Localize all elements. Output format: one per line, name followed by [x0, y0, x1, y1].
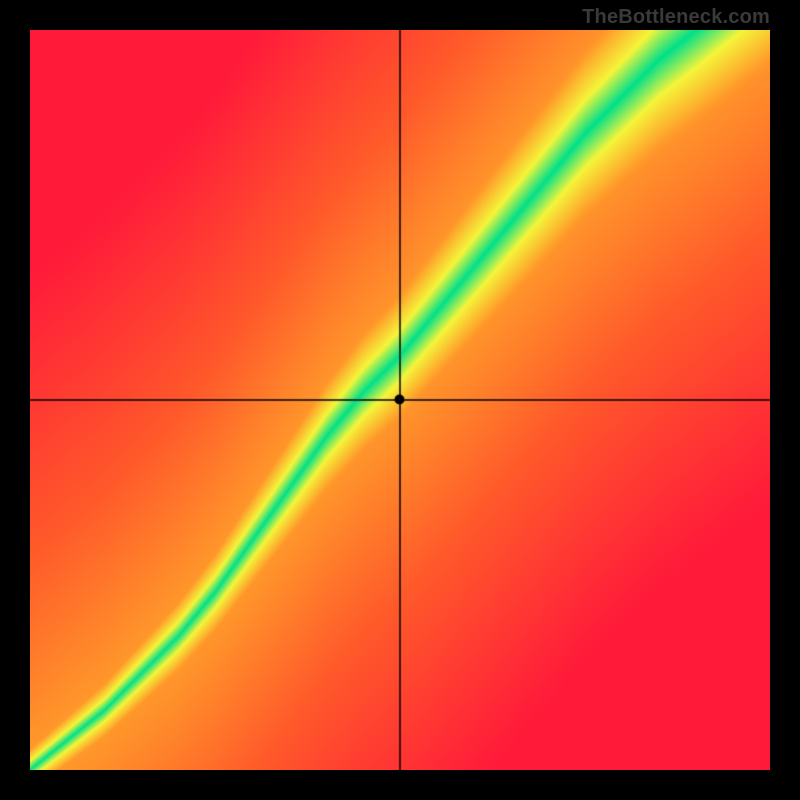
- chart-container: { "watermark": { "text": "TheBottleneck.…: [0, 0, 800, 800]
- watermark-text: TheBottleneck.com: [582, 6, 770, 29]
- heatmap-canvas: [30, 30, 770, 770]
- heatmap-plot-area: [30, 30, 770, 770]
